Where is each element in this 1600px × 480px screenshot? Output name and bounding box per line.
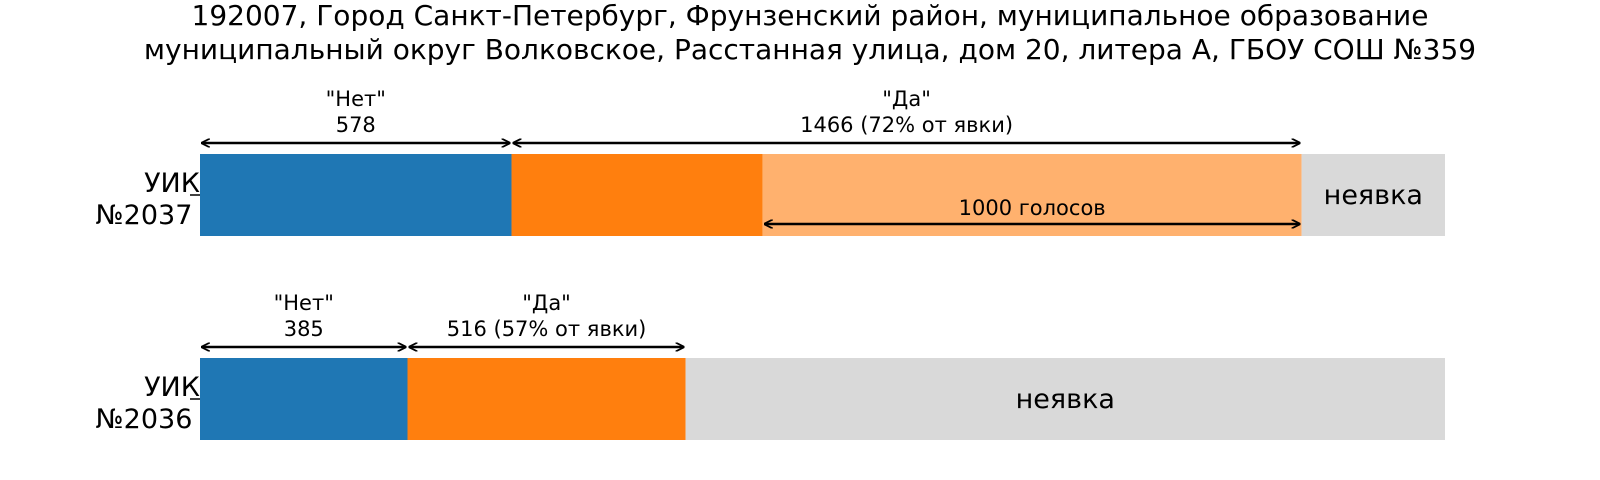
bar-1-no-label-line-1: "Нет" [326, 87, 386, 111]
bar-1-no-label-line-2: 578 [336, 113, 376, 137]
chart-title-line-1: 192007, Город Санкт-Петербург, Фрунзенск… [192, 0, 1429, 32]
bar-1-yes-label-line-1: "Да" [882, 87, 931, 111]
bar-2-category-line-2: №2036 [96, 404, 193, 435]
bar-1-no-segment [200, 154, 512, 236]
bar-2-no-label-line-1: "Нет" [274, 291, 334, 315]
bar-2-no-segment [200, 358, 408, 440]
bar-1-category-line-2: №2037 [96, 200, 193, 231]
bar-2-yes-label-line-2: 516 (57% от явки) [447, 317, 647, 341]
bar-2-absent-label: неявка [1016, 384, 1115, 415]
bar-1-excess-label: 1000 голосов [959, 196, 1106, 220]
bar-1-category-line-1: УИК [144, 168, 200, 199]
bar-2-yes-label-line-1: "Да" [522, 291, 571, 315]
bar-2-no-label-line-2: 385 [284, 317, 324, 341]
bar-1-yes-segment [511, 154, 763, 236]
chart-title-line-2: муниципальный округ Волковское, Расстанн… [144, 33, 1476, 66]
bar-1-yes-label-line-2: 1466 (72% от явки) [800, 113, 1013, 137]
bar-2-yes-segment [407, 358, 686, 440]
bar-1-absent-segment [1301, 154, 1445, 236]
bar-2-absent-segment [685, 358, 1445, 440]
bar-1-absent-label: неявка [1324, 180, 1423, 211]
bar-2-category-line-1: УИК [144, 372, 200, 403]
